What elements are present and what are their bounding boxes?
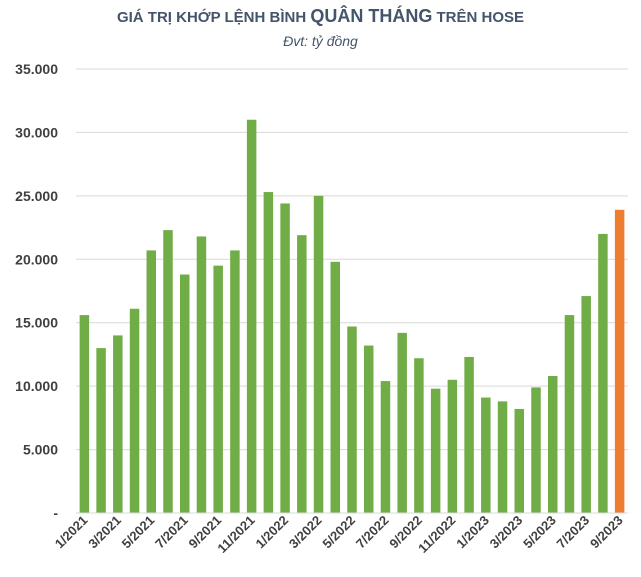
bar-4-2022 xyxy=(330,261,341,513)
bar-1-2021 xyxy=(79,315,90,513)
y-tick-label: 10.000 xyxy=(15,378,58,394)
chart-subtitle: Đvt: tỷ đồng xyxy=(283,33,358,49)
x-tick-label: 9/2023 xyxy=(587,513,626,552)
bar-8-2023 xyxy=(598,233,608,513)
bar-5-2022 xyxy=(347,326,357,513)
chart-title: GIÁ TRỊ KHỚP LỆNH BÌNH QUÂN THÁNG TRÊN H… xyxy=(0,6,641,27)
y-tick-label: 20.000 xyxy=(15,251,58,267)
bar-5-2021 xyxy=(146,250,157,514)
chart-title-part-3: TRÊN HOSE xyxy=(432,9,525,26)
y-tick-label: 15.000 xyxy=(15,315,58,331)
bar-6-2021 xyxy=(163,230,173,513)
bars xyxy=(79,119,625,514)
bar-7-2021 xyxy=(179,274,190,513)
bar-4-2023 xyxy=(531,387,541,513)
bar-3-2022 xyxy=(313,195,324,513)
y-tick-label: - xyxy=(53,505,58,521)
y-tick-label: 25.000 xyxy=(15,188,58,204)
bar-2-2021 xyxy=(96,348,106,513)
bar-2-2023 xyxy=(497,401,508,513)
y-tick-label: 5.000 xyxy=(23,442,58,458)
chart-title-part-1: GIÁ TRỊ KHỚP LỆNH BÌNH xyxy=(116,9,311,26)
x-tick-label: 1/2022 xyxy=(252,513,291,552)
bar-12-2022 xyxy=(464,356,474,513)
x-tick-label: 11/2022 xyxy=(415,513,458,556)
bar-8-2021 xyxy=(196,236,207,514)
x-tick-label: 7/2023 xyxy=(554,513,593,552)
bar-12-2021 xyxy=(263,192,274,513)
y-tick-label: 35.000 xyxy=(15,61,58,77)
chart-title-part-2: QUÂN THÁNG xyxy=(310,6,433,26)
x-tick-label: 5/2023 xyxy=(520,513,559,552)
x-tick-label: 7/2022 xyxy=(353,513,392,552)
bar-7-2022 xyxy=(380,381,391,513)
x-tick-label: 3/2023 xyxy=(487,513,526,552)
x-axis: 1/20213/20215/20217/20219/202111/20211/2… xyxy=(52,512,628,556)
y-tick-label: 30.000 xyxy=(15,124,58,140)
x-tick-label: 1/2023 xyxy=(453,513,492,552)
x-tick-label: 5/2021 xyxy=(119,513,158,552)
x-tick-label: 3/2022 xyxy=(286,513,325,552)
bar-10-2022 xyxy=(430,388,441,513)
bar-11-2022 xyxy=(447,379,458,513)
bar-5-2023 xyxy=(547,375,558,513)
bar-3-2021 xyxy=(113,335,123,513)
x-tick-label: 7/2021 xyxy=(152,513,191,552)
x-tick-label: 5/2022 xyxy=(319,513,358,552)
x-tick-label: 11/2021 xyxy=(214,513,257,556)
y-axis: - 5.000 10.000 15.000 20.000 25.000 30.000 35.0… xyxy=(15,61,58,521)
bar-9-2021 xyxy=(213,265,223,513)
bar-9-2023 xyxy=(614,209,625,513)
bar-11-2021 xyxy=(246,119,257,513)
bar-10-2021 xyxy=(230,250,240,514)
bar-3-2023 xyxy=(514,408,525,513)
bar-8-2022 xyxy=(397,332,407,513)
bar-2-2022 xyxy=(297,235,307,513)
x-tick-label: 3/2021 xyxy=(85,513,124,552)
bar-1-2023 xyxy=(481,397,491,513)
bar-1-2022 xyxy=(280,203,290,513)
bar-6-2022 xyxy=(363,345,374,513)
bar-4-2021 xyxy=(129,308,140,513)
bar-9-2022 xyxy=(414,358,424,513)
bar-7-2023 xyxy=(581,296,591,513)
bar-6-2023 xyxy=(564,315,575,513)
